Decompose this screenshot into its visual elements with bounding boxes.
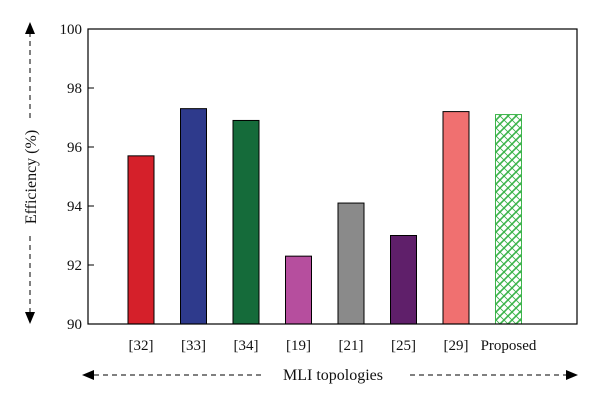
x-tick-label: [19] — [286, 338, 311, 354]
bar-33 — [180, 108, 207, 325]
x-axis-title: MLI topologies — [283, 367, 383, 384]
bar-29 — [442, 111, 470, 325]
x-axis-arrowhead-left — [82, 370, 94, 380]
y-tick-label: 100 — [60, 22, 83, 38]
y-axis-arrowhead-up — [25, 22, 35, 34]
x-tick-label: [25] — [391, 338, 416, 354]
y-axis-ticks: 90 92 94 96 98 100 — [60, 22, 94, 333]
bars-group — [127, 108, 522, 325]
bar-34 — [232, 119, 260, 325]
y-axis-arrowhead-down — [25, 312, 35, 324]
x-tick-label: [32] — [129, 338, 154, 354]
x-tick-label: [21] — [339, 338, 364, 354]
bar-proposed — [495, 114, 522, 325]
y-axis-title-group: Efficiency (%) — [23, 22, 40, 324]
y-tick-label: 96 — [67, 140, 83, 156]
x-tick-label: [29] — [444, 338, 469, 354]
y-axis-title: Efficiency (%) — [23, 130, 40, 224]
x-axis-ticks: [32] [33] [34] [19] [21] [25] [29] Proposed — [129, 338, 537, 354]
bar-32 — [127, 155, 155, 325]
y-tick-label: 90 — [67, 317, 82, 333]
x-axis-title-group: MLI topologies — [82, 367, 578, 384]
bar-21 — [337, 202, 365, 325]
bar-19 — [285, 255, 312, 325]
y-tick-label: 98 — [67, 81, 82, 97]
x-tick-label: Proposed — [481, 338, 537, 354]
x-axis-arrowhead-right — [566, 370, 578, 380]
x-tick-label: [34] — [234, 338, 259, 354]
x-tick-label: [33] — [181, 338, 206, 354]
y-tick-label: 94 — [67, 199, 83, 215]
plot-frame — [87, 28, 578, 325]
bar-25 — [390, 235, 417, 325]
y-tick-label: 92 — [67, 258, 82, 274]
